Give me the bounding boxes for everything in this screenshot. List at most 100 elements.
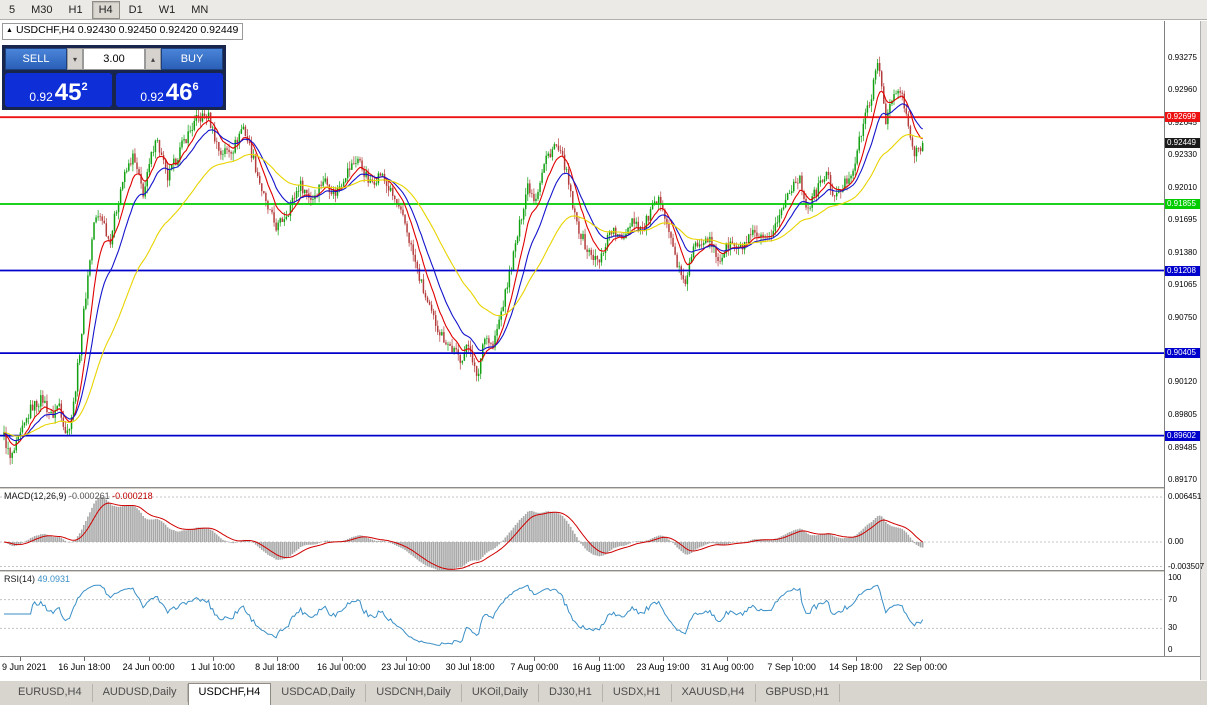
rsi-indicator-chart xyxy=(0,584,1164,646)
price-scale-label: 0.92010 xyxy=(1168,183,1197,193)
timeframe-button-h1[interactable]: H1 xyxy=(68,3,83,16)
volume-increase-button[interactable]: ▴ xyxy=(145,48,161,70)
price-tag: 0.92449 xyxy=(1165,137,1200,148)
sell-price-base: 0.92 xyxy=(29,90,53,104)
timeframe-button-h4[interactable]: H4 xyxy=(91,0,120,19)
price-scale[interactable]: 0.93275 0.92960 0.92645 0.92330 0.92010 0.916… xyxy=(1164,21,1204,656)
time-label: 7 Aug 00:00 xyxy=(510,662,559,672)
tab-ukoil-daily[interactable]: UKOil,Daily xyxy=(462,684,540,702)
tab-audusd-daily[interactable]: AUDUSD,Daily xyxy=(93,684,188,702)
tab-eurusd-h4[interactable]: EURUSD,H4 xyxy=(8,684,93,702)
buy-price-big: 46 xyxy=(165,79,193,106)
sell-price-big: 45 xyxy=(54,79,82,106)
price-scale-label: 0.90750 xyxy=(1168,312,1197,322)
time-label: 16 Aug 11:00 xyxy=(572,662,625,672)
time-tick xyxy=(598,657,600,661)
tab-xauusd-h4[interactable]: XAUUSD,H4 xyxy=(672,684,756,702)
tab-usdcnh-daily[interactable]: USDCNH,Daily xyxy=(366,684,462,702)
panel-separator[interactable] xyxy=(0,570,1200,572)
price-scale-label: 70 xyxy=(1168,594,1177,604)
buy-button[interactable]: BUY xyxy=(161,48,223,70)
time-tick xyxy=(727,657,729,661)
timeframe-button-m30[interactable]: M30 xyxy=(31,3,53,16)
volume-input[interactable] xyxy=(83,48,145,70)
price-tag: 0.92699 xyxy=(1165,112,1200,123)
price-scale-label: 0.92330 xyxy=(1168,150,1197,160)
macd-indicator-chart xyxy=(0,496,1164,570)
time-tick xyxy=(405,657,407,661)
time-tick xyxy=(663,657,664,661)
time-tick xyxy=(470,657,472,661)
price-tag: 0.89602 xyxy=(1165,430,1200,441)
price-scale-label: 0.006451 xyxy=(1168,492,1202,501)
buy-price-button[interactable]: 0.92 46 6 xyxy=(116,73,223,107)
time-tick xyxy=(148,657,150,661)
buy-price-base: 0.92 xyxy=(140,90,164,104)
price-scale-label: 30 xyxy=(1168,623,1177,633)
time-label: 22 Sep 00:00 xyxy=(893,662,947,672)
buy-price-sup: 6 xyxy=(192,81,199,93)
tab-gbpusd-h1[interactable]: GBPUSD,H1 xyxy=(756,684,841,702)
time-tick xyxy=(277,657,279,661)
price-scale-label: 0.00 xyxy=(1168,537,1184,546)
price-scale-label: 0.92960 xyxy=(1168,85,1197,95)
tab-usdchf-h4[interactable]: USDCHF,H4 xyxy=(187,683,272,705)
symbol-info-box: ▲ USDCHF,H4 0.92430 0.92450 0.92420 0.924… xyxy=(2,23,244,40)
time-tick xyxy=(855,657,857,661)
timeframe-button-w1[interactable]: W1 xyxy=(158,3,176,16)
time-label: 8 Jul 18:00 xyxy=(255,662,300,672)
chart-area[interactable]: ▲ USDCHF,H4 0.92430 0.92450 0.92420 0.924… xyxy=(0,21,1207,681)
timeframe-button-mn[interactable]: MN xyxy=(191,3,209,16)
sell-button[interactable]: SELL xyxy=(5,48,67,70)
time-label: 14 Sep 18:00 xyxy=(829,662,883,672)
timeframe-toolbar: 5 M30 H1 H4 D1 W1 MN xyxy=(0,0,1207,20)
tab-usdcad-daily[interactable]: USDCAD,Daily xyxy=(271,684,367,702)
time-tick xyxy=(534,657,536,661)
timeframe-button-d1[interactable]: D1 xyxy=(128,3,143,16)
collapse-arrow-icon[interactable]: ▲ xyxy=(6,27,13,34)
price-tag: 0.90405 xyxy=(1165,348,1200,359)
price-scale-label: 0.89485 xyxy=(1168,442,1197,452)
price-scale-label: 0.89805 xyxy=(1168,409,1197,419)
time-label: 24 Jun 00:00 xyxy=(122,662,175,672)
price-tag: 0.91855 xyxy=(1165,198,1200,209)
time-tick xyxy=(212,657,214,661)
volume-decrease-button[interactable]: ▾ xyxy=(67,48,83,70)
price-scale-label: 0.89170 xyxy=(1168,475,1197,485)
macd-panel[interactable]: MACD(12,26,9) -0.000261 -0.000218 xyxy=(0,489,1164,570)
price-scale-label: 0.92645 xyxy=(1168,117,1197,127)
price-scale-label: 0.93275 xyxy=(1168,53,1197,62)
tab-dj30-h1[interactable]: DJ30,H1 xyxy=(539,684,603,702)
panel-separator[interactable] xyxy=(0,487,1200,489)
chart-tabs-bar: EURUSD,H4 AUDUSD,Daily USDCHF,H4 USDCAD,Dai… xyxy=(0,680,1207,705)
tab-usdx-h1[interactable]: USDX,H1 xyxy=(603,684,672,702)
vertical-scrollbar[interactable] xyxy=(1200,21,1207,680)
time-label: 16 Jun 18:00 xyxy=(58,662,111,672)
one-click-trading-panel: SELL ▾ ▴ BUY 0.92 45 2 0.92 46 6 xyxy=(2,45,226,110)
price-scale-label: 0.91380 xyxy=(1168,247,1197,257)
macd-label: MACD(12,26,9) -0.000261 -0.000218 xyxy=(4,491,153,501)
sell-price-button[interactable]: 0.92 45 2 xyxy=(5,73,112,107)
price-scale-label: 0 xyxy=(1168,645,1173,654)
ohlc-values: 0.92430 0.92450 0.92420 0.92449 xyxy=(77,24,239,36)
time-label: 9 Jun 2021 xyxy=(2,662,47,672)
candlestick-chart[interactable] xyxy=(0,21,1164,487)
time-label: 7 Sep 10:00 xyxy=(767,662,816,672)
time-label: 23 Aug 19:00 xyxy=(636,662,690,672)
rsi-label: RSI(14) 49.0931 xyxy=(4,574,71,584)
time-label: 31 Aug 00:00 xyxy=(700,662,754,672)
timeframe-button-5[interactable]: 5 xyxy=(9,3,16,16)
price-scale-label: 0.91065 xyxy=(1168,280,1197,290)
time-label: 16 Jul 00:00 xyxy=(316,662,367,672)
time-tick xyxy=(791,657,793,661)
time-tick xyxy=(341,657,343,661)
price-tag: 0.91208 xyxy=(1165,265,1200,276)
time-tick xyxy=(20,657,21,661)
price-scale-label: 0.91695 xyxy=(1168,215,1197,225)
time-label: 1 Jul 10:00 xyxy=(190,662,235,672)
time-axis[interactable]: 9 Jun 2021 16 Jun 18:00 24 Jun 00:00 1 Jul … xyxy=(0,656,1200,681)
price-scale-label: 0.90120 xyxy=(1168,377,1197,387)
time-tick xyxy=(920,657,922,661)
rsi-panel[interactable]: RSI(14) 49.0931 xyxy=(0,572,1164,656)
